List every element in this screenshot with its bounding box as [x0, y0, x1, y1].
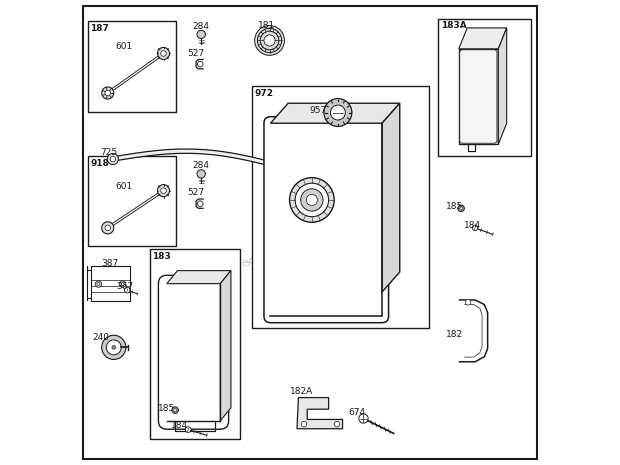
Text: 957: 957 — [309, 106, 326, 115]
Bar — [149, 249, 241, 439]
Circle shape — [185, 427, 191, 432]
Text: 367: 367 — [116, 282, 133, 292]
Circle shape — [255, 26, 285, 55]
Circle shape — [97, 283, 100, 286]
Circle shape — [95, 281, 102, 287]
Text: 240: 240 — [92, 333, 109, 342]
Bar — [91, 266, 130, 301]
Circle shape — [465, 299, 471, 305]
Circle shape — [125, 287, 130, 293]
Text: 674: 674 — [348, 408, 366, 418]
Text: eReplacementParts.com: eReplacementParts.com — [242, 258, 378, 268]
Bar — [252, 86, 428, 328]
Circle shape — [460, 207, 463, 210]
Polygon shape — [498, 28, 507, 144]
Text: 185: 185 — [446, 202, 464, 212]
Circle shape — [295, 183, 329, 217]
Circle shape — [264, 35, 275, 46]
Circle shape — [121, 283, 124, 286]
FancyBboxPatch shape — [459, 50, 497, 143]
Text: 918: 918 — [91, 159, 109, 167]
Circle shape — [324, 99, 352, 126]
Circle shape — [102, 222, 113, 234]
Text: 183: 183 — [153, 252, 171, 260]
Circle shape — [161, 188, 166, 193]
Text: 181: 181 — [257, 21, 275, 30]
Bar — [438, 19, 531, 156]
Text: 184: 184 — [464, 220, 481, 230]
Circle shape — [458, 205, 464, 212]
Circle shape — [257, 28, 281, 53]
Text: 725: 725 — [100, 148, 117, 157]
Circle shape — [306, 194, 317, 206]
Text: 182A: 182A — [290, 387, 312, 396]
Polygon shape — [382, 103, 400, 292]
Circle shape — [161, 51, 166, 56]
Circle shape — [290, 178, 334, 222]
Circle shape — [105, 225, 110, 231]
Text: 183A: 183A — [441, 21, 466, 30]
Bar — [87, 156, 176, 246]
Polygon shape — [459, 28, 507, 49]
Circle shape — [112, 345, 115, 349]
FancyBboxPatch shape — [158, 275, 229, 429]
Circle shape — [107, 153, 118, 165]
Text: 601: 601 — [115, 181, 133, 191]
Circle shape — [174, 409, 177, 412]
Text: 185: 185 — [157, 404, 175, 413]
Polygon shape — [167, 271, 231, 284]
Circle shape — [102, 335, 126, 359]
Bar — [87, 21, 176, 112]
Text: 284: 284 — [192, 160, 209, 170]
FancyBboxPatch shape — [264, 117, 389, 323]
Text: 601: 601 — [115, 42, 133, 51]
Circle shape — [472, 225, 478, 231]
Text: 184: 184 — [171, 421, 188, 430]
Text: 284: 284 — [192, 21, 209, 31]
Text: 182: 182 — [446, 330, 463, 339]
Circle shape — [301, 421, 307, 427]
Circle shape — [334, 421, 340, 427]
Circle shape — [119, 281, 126, 287]
Circle shape — [197, 201, 203, 206]
Text: 187: 187 — [91, 24, 109, 33]
Text: 527: 527 — [188, 188, 205, 197]
Polygon shape — [297, 398, 342, 429]
Circle shape — [102, 87, 113, 99]
Bar — [459, 49, 498, 144]
Circle shape — [197, 30, 205, 39]
Text: 387: 387 — [102, 259, 119, 268]
Text: 972: 972 — [255, 89, 273, 98]
Circle shape — [330, 105, 345, 120]
Circle shape — [197, 61, 203, 67]
Circle shape — [110, 156, 115, 162]
Circle shape — [197, 170, 205, 178]
Circle shape — [157, 185, 169, 197]
Circle shape — [157, 47, 169, 60]
Circle shape — [260, 31, 279, 50]
Polygon shape — [220, 271, 231, 421]
Polygon shape — [270, 103, 400, 123]
Circle shape — [107, 340, 121, 355]
Circle shape — [301, 189, 323, 211]
Circle shape — [359, 414, 368, 423]
Text: 527: 527 — [188, 48, 205, 58]
Circle shape — [172, 407, 179, 413]
Circle shape — [105, 90, 110, 96]
